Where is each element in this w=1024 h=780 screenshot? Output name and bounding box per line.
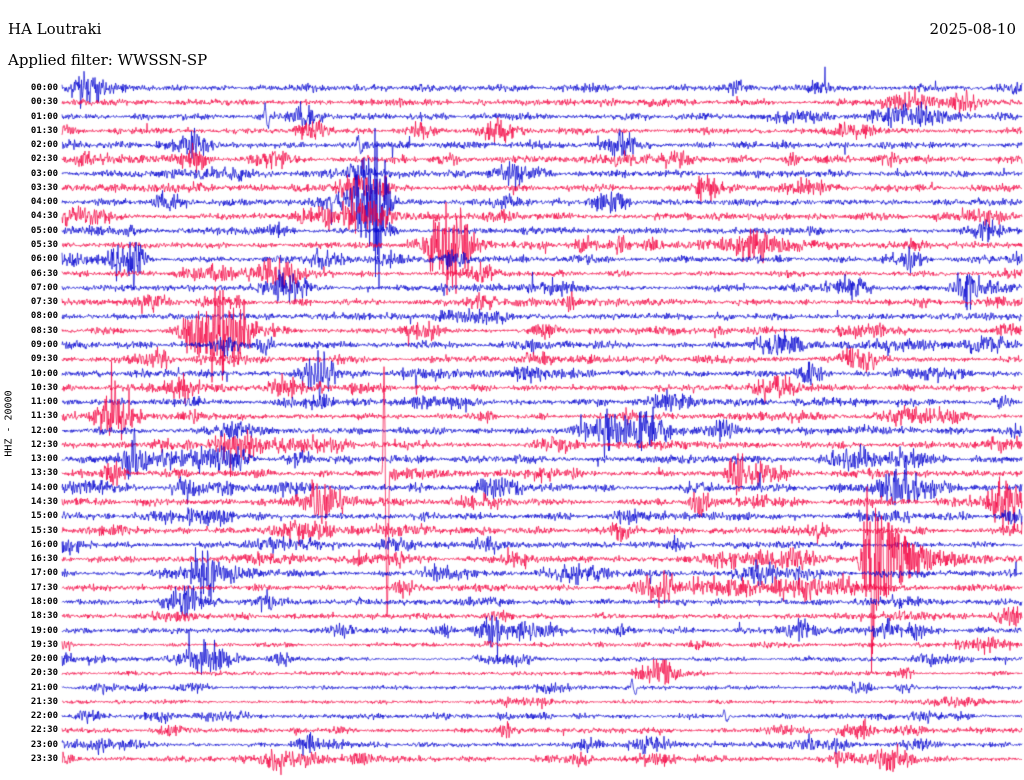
channel-scale-label: HHZ - 20000 xyxy=(3,390,15,457)
channel-label-wrap: HHZ - 20000 xyxy=(0,88,18,759)
